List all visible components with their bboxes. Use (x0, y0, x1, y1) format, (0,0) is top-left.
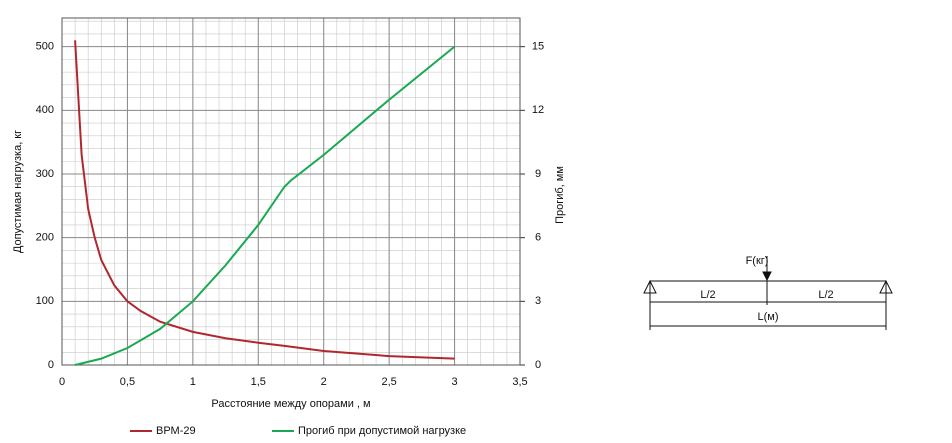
length-label: L(м) (757, 311, 778, 323)
arrow-head (762, 271, 772, 282)
y-tick-label: 300 (36, 168, 54, 180)
beam-diagram (643, 256, 893, 330)
plot-frame (61, 17, 521, 366)
y2-tick-label: 15 (532, 41, 544, 53)
x-tick-label: 2,5 (381, 376, 396, 388)
x-tick-label: 0 (59, 376, 65, 388)
y-axis-label: Допустимая нагрузка, кг (12, 130, 24, 253)
y2-tick-label: 6 (535, 232, 541, 244)
x-tick-label: 1,5 (251, 376, 266, 388)
x-tick-label: 0,5 (120, 376, 135, 388)
y2-axis-label: Прогиб, мм (554, 166, 566, 224)
y2-tick-label: 0 (535, 359, 541, 371)
half-label: L/2 (700, 289, 715, 301)
y2-tick-label: 12 (532, 104, 544, 116)
y-tick-label: 500 (36, 41, 54, 53)
x-tick-label: 1 (190, 376, 196, 388)
x-tick-label: 2 (321, 376, 327, 388)
y2-tick-label: 9 (535, 168, 541, 180)
y-tick-label: 100 (36, 295, 54, 307)
y2-tick-label: 3 (535, 295, 541, 307)
y-tick-label: 400 (36, 104, 54, 116)
legend-label: Прогиб при допустимой нагрузке (298, 425, 466, 437)
legend-label: ВРМ-29 (156, 425, 196, 437)
y-tick-label: 0 (48, 359, 54, 371)
x-tick-label: 3 (452, 376, 458, 388)
x-tick-label: 3,5 (512, 376, 527, 388)
x-axis-label: Расстояние между опорами , м (211, 398, 370, 410)
y-tick-label: 200 (36, 232, 54, 244)
half-label: L/2 (818, 289, 833, 301)
series-line (74, 45, 456, 366)
series-line (74, 40, 455, 360)
force-label: F(кг) (746, 255, 769, 267)
